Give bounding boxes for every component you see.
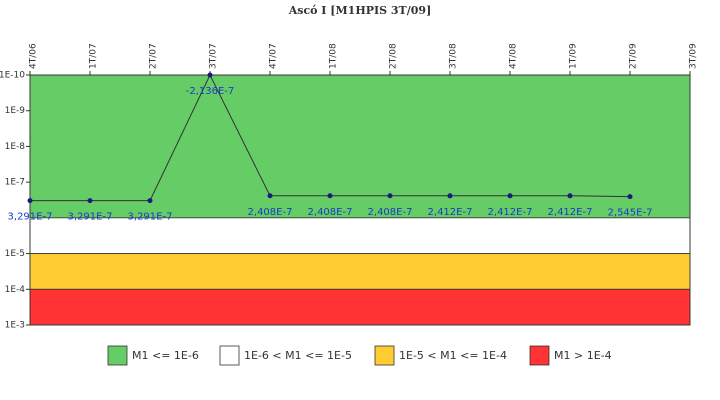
point [627,194,633,200]
x-tick-label: 4T/07 [269,43,279,69]
point [447,193,453,199]
band [29,217,691,254]
x-tick-label: 3T/07 [209,43,219,69]
legend-label: 1E-5 < M1 <= 1E-4 [399,349,507,362]
x-tick-label: 1T/08 [329,43,339,69]
point [387,193,393,199]
data-label: 2,545E-7 [608,208,653,219]
y-tick-label: 1E-5 [5,249,25,259]
legend-swatch [374,345,395,366]
data-label: 2,408E-7 [308,207,353,218]
point [87,198,93,204]
data-label: 2,412E-7 [488,207,533,218]
point [327,193,333,199]
legend-swatch [529,345,550,366]
data-label: 2,408E-7 [368,207,413,218]
y-tick-label: 1E-8 [5,142,26,152]
point [267,193,273,199]
point [147,198,153,204]
data-label: -2,136E-7 [186,86,235,97]
data-label: 3,291E-7 [68,212,113,223]
y-tick-label: 1E-10 [0,71,25,81]
band [29,288,691,326]
data-label: 3,291E-7 [128,212,173,223]
y-tick-label: 1E-7 [5,178,25,188]
data-label: 2,412E-7 [548,207,593,218]
point [207,72,213,78]
data-label: 3,291E-7 [8,212,53,223]
y-tick-label: 1E-3 [5,321,25,331]
x-tick-label: 1T/09 [569,43,579,69]
legend-swatch [219,345,240,366]
x-tick-label: 1T/07 [89,43,99,69]
chart-title: Ascó I [M1HPIS 3T/09] [288,4,432,17]
y-tick-label: 1E-4 [5,285,26,295]
point [27,198,33,204]
point [507,193,513,199]
x-tick-label: 4T/06 [29,43,39,69]
legend-swatch [107,345,128,366]
data-label: 2,408E-7 [248,207,293,218]
x-tick-label: 2T/09 [629,43,639,69]
x-tick-label: 2T/07 [149,43,159,69]
x-tick-label: 3T/09 [689,43,699,69]
y-tick-label: 1E-9 [5,106,26,116]
band [29,74,691,219]
legend-label: M1 <= 1E-6 [132,349,199,362]
x-tick-label: 2T/08 [389,43,399,69]
legend-label: M1 > 1E-4 [554,349,612,362]
data-label: 2,412E-7 [428,207,473,218]
x-tick-label: 3T/08 [449,43,459,69]
legend-label: 1E-6 < M1 <= 1E-5 [244,349,352,362]
point [567,193,573,199]
x-tick-label: 4T/08 [509,43,519,69]
band [29,253,691,290]
